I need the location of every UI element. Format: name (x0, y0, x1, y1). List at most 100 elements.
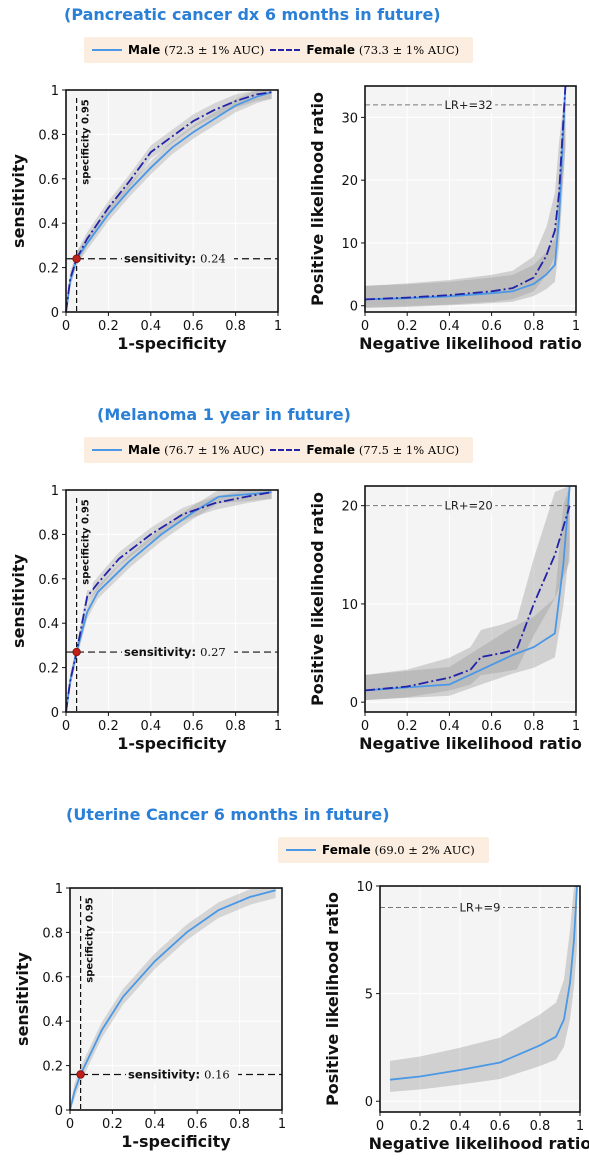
sensitivity-value: 0.27 (200, 645, 226, 659)
y-tick-label: 0.8 (38, 528, 59, 543)
x-tick-label: 0.4 (140, 319, 161, 334)
legend-auc: (69.0 ± 2% AUC) (374, 843, 475, 857)
x-tick-label: 0.8 (523, 319, 544, 334)
series-line (65, 491, 272, 713)
y-tick-label: 0 (51, 706, 59, 721)
legend-swatch (92, 49, 122, 51)
y-tick-label: 0.2 (38, 662, 59, 677)
y-tick-label: 0 (51, 306, 59, 321)
x-tick-label: 0 (361, 319, 369, 334)
y-tick-label: 0 (365, 1095, 373, 1110)
x-tick-label: 0.6 (183, 319, 204, 334)
y-axis-label: sensitivity (13, 951, 32, 1045)
y-tick-label: 20 (341, 500, 358, 515)
y-tick-label: 1 (51, 84, 59, 99)
legend-auc: (73.3 ± 1% AUC) (358, 43, 460, 57)
label-background (126, 1066, 238, 1083)
series-line (389, 885, 578, 1081)
specificity-label: specificity 0.95 (81, 499, 92, 585)
x-tick-label: 1 (572, 319, 580, 334)
y-axis-label: sensitivity (9, 153, 28, 247)
plot-background (380, 886, 580, 1112)
x-tick-label: 0.2 (397, 319, 418, 334)
y-tick-label: 30 (341, 111, 358, 126)
y-tick-label: 0.8 (42, 926, 63, 941)
x-tick-label: 0.8 (225, 319, 246, 334)
specificity-label: specificity 0.95 (85, 897, 96, 983)
x-tick-label: 0.8 (523, 719, 544, 734)
x-tick-label: 0.4 (439, 319, 460, 334)
y-tick-label: 0.6 (38, 173, 59, 188)
plot-background (66, 90, 278, 312)
x-tick-label: 0 (62, 319, 70, 334)
sensitivity-name: sensitivity: (128, 1067, 204, 1081)
confidence-band (365, 86, 566, 308)
x-tick-label: 0.8 (229, 1117, 250, 1132)
plot-frame (379, 885, 581, 1113)
y-tick-label: 0 (55, 1104, 63, 1119)
y-axis-label: Positive likelihood ratio (323, 892, 342, 1106)
x-tick-label: 0.6 (481, 719, 502, 734)
y-tick-label: 0 (350, 300, 358, 315)
y-axis-label: sensitivity (9, 553, 28, 647)
y-tick-label: 5 (365, 988, 373, 1003)
y-tick-label: 10 (356, 880, 373, 895)
x-tick-label: 0.2 (98, 319, 119, 334)
label-background (442, 497, 496, 514)
plot-frame (69, 887, 283, 1111)
legend-swatch (270, 449, 301, 451)
x-tick-label: 1 (576, 1119, 584, 1134)
roc-chart: specificity 0.95 sensitivity: 0.16 0 0.2 0.4… (13, 882, 286, 1151)
panel-uterine: (Uterine Cancer 6 months in future) Fema… (0, 800, 589, 1171)
y-tick-label: 10 (341, 598, 358, 613)
chart-title: (Uterine Cancer 6 months in future) (66, 805, 390, 824)
chart-title: (Pancreatic cancer dx 6 months in future… (64, 5, 441, 24)
legend-label: Female (306, 443, 356, 457)
confidence-band (390, 886, 577, 1092)
sensitivity-label: sensitivity: 0.24 (124, 252, 226, 266)
y-axis-label: Positive likelihood ratio (308, 492, 327, 706)
plot-frame (65, 89, 279, 313)
legend-label: Male (128, 443, 161, 457)
y-tick-label: 0.4 (38, 217, 59, 232)
x-tick-label: 1 (278, 1117, 286, 1132)
operating-point (72, 647, 81, 657)
plot-background (365, 86, 576, 312)
y-tick-label: 0.4 (38, 617, 59, 632)
series-line (364, 485, 571, 692)
label-background (122, 250, 234, 267)
x-tick-label: 0.6 (490, 1119, 511, 1134)
label-background (78, 94, 93, 190)
x-tick-label: 0.8 (530, 1119, 551, 1134)
y-tick-label: 0.8 (38, 128, 59, 143)
label-background (82, 892, 97, 988)
roc-chart: specificity 0.95 sensitivity: 0.27 0 0.2 0.4… (9, 484, 282, 753)
plot-frame (364, 485, 577, 713)
x-axis-label: Negative likelihood ratio (359, 334, 582, 353)
plot-frame (364, 85, 577, 313)
y-tick-label: 0.2 (42, 1060, 63, 1075)
x-tick-label: 0.2 (102, 1117, 123, 1132)
y-tick-label: 20 (341, 174, 358, 189)
x-tick-label: 0.4 (439, 719, 460, 734)
lr-reference-label: LR+=9 (460, 901, 501, 915)
panel-melanoma: (Melanoma 1 year in future) Male (76.7 ±… (0, 400, 589, 790)
label-background (442, 96, 496, 113)
x-axis-label: Negative likelihood ratio (369, 1134, 589, 1153)
legend-auc: (76.7 ± 1% AUC) (164, 443, 265, 457)
x-tick-label: 0.4 (450, 1119, 471, 1134)
legend-item-female: Female (73.3 ± 1% AUC) (270, 43, 459, 57)
y-tick-label: 0.2 (38, 262, 59, 277)
x-axis-label: 1-specificity (117, 334, 227, 353)
legend: Male (76.7 ± 1% AUC) Female (77.5 ± 1% A… (84, 437, 474, 463)
series-line (364, 85, 567, 301)
chart-title: (Melanoma 1 year in future) (97, 405, 351, 424)
confidence-band (66, 90, 272, 312)
legend-swatch (286, 849, 316, 851)
x-tick-label: 1 (572, 719, 580, 734)
sensitivity-value: 0.16 (204, 1067, 230, 1081)
series-line (69, 889, 276, 1111)
label-background (78, 494, 93, 590)
roc-chart: specificity 0.95 sensitivity: 0.24 0 0.2 0.4… (9, 84, 282, 353)
legend-swatch (92, 449, 122, 451)
